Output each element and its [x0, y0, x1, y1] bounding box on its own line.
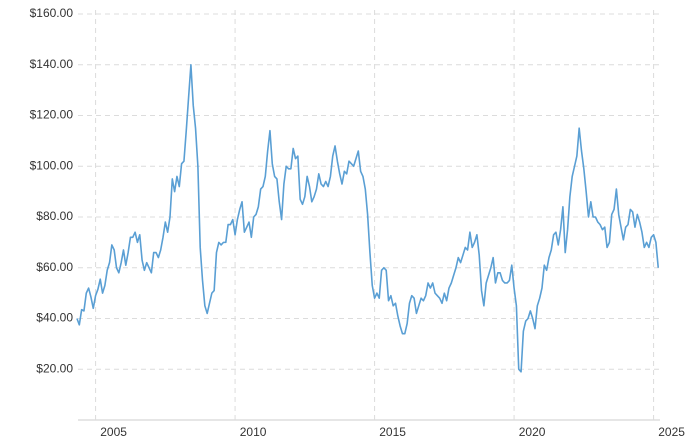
x-tick-label: 2015 — [379, 425, 406, 439]
x-tick-label: 2025 — [658, 425, 685, 439]
y-tick-label: $60.00 — [36, 260, 73, 274]
x-tick-label: 2020 — [519, 425, 546, 439]
y-tick-label: $80.00 — [36, 209, 73, 223]
y-tick-label: $140.00 — [30, 57, 74, 71]
y-tick-label: $120.00 — [30, 108, 74, 122]
y-tick-label: $100.00 — [30, 158, 74, 172]
x-tick-label: 2010 — [240, 425, 267, 439]
y-tick-label: $40.00 — [36, 311, 73, 325]
x-tick-label: 2005 — [100, 425, 127, 439]
price-line — [76, 63, 660, 373]
y-tick-label: $20.00 — [36, 361, 73, 375]
y-tick-label: $160.00 — [30, 6, 74, 20]
